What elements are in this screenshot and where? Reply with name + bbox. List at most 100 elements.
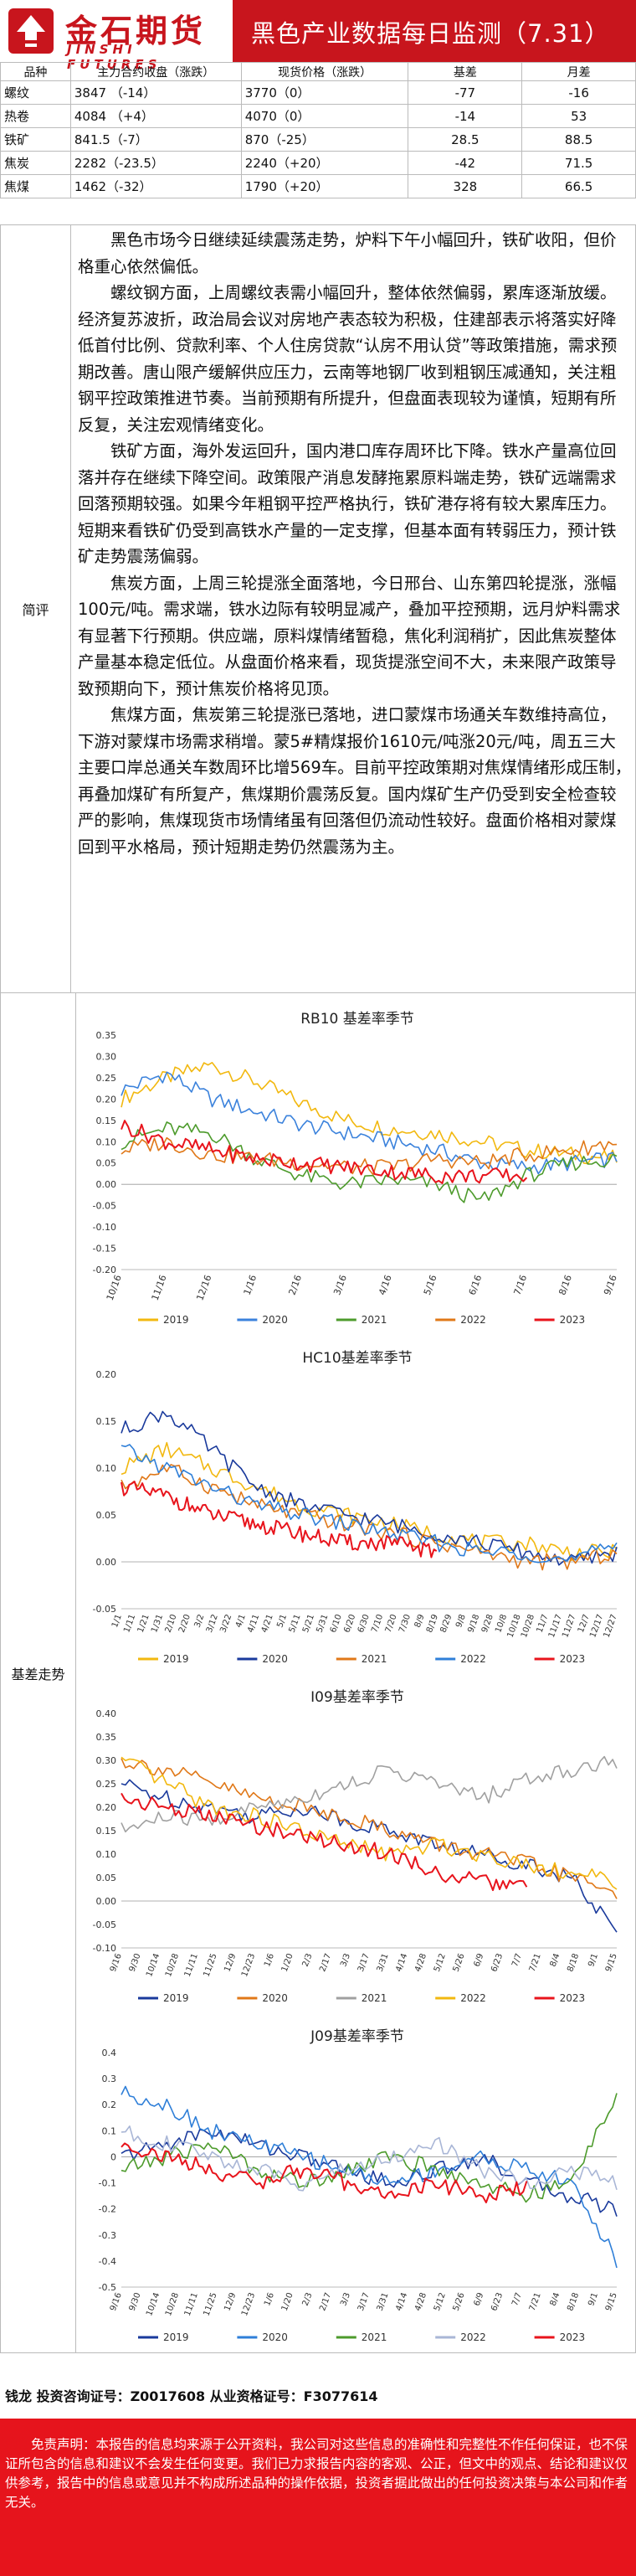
- x-tick-label: 3/3: [339, 2291, 352, 2307]
- basis-label: 基差走势: [1, 993, 76, 2353]
- x-tick-label: 7/7: [510, 1952, 524, 1968]
- y-tick-label: 0.30: [96, 1755, 117, 1766]
- product-name: 焦煤: [0, 174, 71, 198]
- legend-label: 2019: [163, 1653, 189, 1665]
- y-tick-label: -0.10: [93, 1943, 116, 1954]
- report-title: 黑色产业数据每日监测（7.31）: [251, 19, 610, 48]
- table-row: 焦炭 2282（-23.5） 2240（+20） -42 71.5: [0, 151, 636, 175]
- review-paragraph: 焦炭方面，上周三轮提涨全面落地，今日邢台、山东第四轮提涨，涨幅100元/吨。需求…: [78, 573, 621, 698]
- spread-value: 71.5: [521, 151, 636, 175]
- basis-value: -77: [408, 80, 523, 105]
- x-tick-label: 5/1: [275, 1613, 289, 1629]
- chart-title: J09基差率季节: [310, 2028, 404, 2045]
- x-tick-label: 4/1: [234, 1613, 248, 1629]
- chart-rb10: RB10 基差率季节 0.35 0.30 0.25 0.20 0.15 0.10 0.05 0.…: [81, 1002, 633, 1332]
- series-line-2021: [121, 1464, 618, 1571]
- series-line-2023: [121, 2142, 528, 2203]
- x-tick-label: 7/7: [510, 2291, 524, 2307]
- series-line-2022: [121, 1756, 618, 1890]
- y-tick-label: 0.15: [96, 1826, 117, 1837]
- y-tick-label: 0.15: [96, 1416, 117, 1427]
- y-tick-label: 0.10: [96, 1849, 117, 1860]
- y-tick-label: -0.5: [99, 2282, 116, 2293]
- y-tick-label: 0.25: [96, 1779, 117, 1790]
- y-tick-label: 0.40: [96, 1708, 117, 1719]
- analyst-info: 钱龙 投资咨询证号：Z0017608 从业资格证号：F3077614: [5, 2388, 378, 2404]
- review-label: 简评: [1, 225, 71, 992]
- series-line-2023: [121, 1792, 528, 1892]
- futures-close: 841.5（-7）: [69, 127, 242, 152]
- y-tick-label: 0.00: [96, 1179, 117, 1190]
- x-tick-label: 1/1: [110, 1613, 124, 1629]
- x-tick-label: 8/4: [549, 1952, 562, 1968]
- spot-price: 3770（0）: [240, 80, 409, 105]
- review-paragraph: 焦煤方面，焦炭第三轮提涨已落地，进口蒙煤市场通关车数维持高位，下游对蒙煤市场需求…: [78, 705, 632, 857]
- y-tick-label: 0: [110, 2151, 116, 2162]
- price-table: 品种 主力合约收盘（涨跌） 现货价格（涨跌） 基差 月差 螺纹 3847 （-1…: [0, 62, 636, 198]
- y-tick-label: -0.3: [99, 2230, 116, 2241]
- x-tick-label: 1/6: [263, 2291, 276, 2307]
- basis-value: -42: [408, 151, 523, 175]
- chart-i09: I09基差率季节 0.40 0.35 0.30 0.25 0.20 0.15 0.10 0.05…: [81, 1680, 633, 2011]
- series-line-2019: [121, 1441, 618, 1562]
- series-line-2019: [121, 1062, 618, 1165]
- legend-label: 2023: [560, 1653, 586, 1665]
- legend-label: 2022: [460, 2331, 486, 2343]
- y-tick-label: -0.05: [93, 1201, 116, 1212]
- spread-value: 88.5: [521, 127, 636, 152]
- y-tick-label: -0.4: [99, 2256, 116, 2267]
- review-paragraph: 铁矿方面，海外发运回升，国内港口库存周环比下降。铁水产量高位回落并存在继续下降空…: [78, 441, 617, 566]
- y-tick-label: -0.05: [93, 1604, 116, 1615]
- table-row: 热卷 4084 （+4） 4070（0） -14 53: [0, 104, 636, 128]
- futures-close: 1462（-32）: [69, 174, 242, 198]
- table-header-row: 品种 主力合约收盘（涨跌） 现货价格（涨跌） 基差 月差: [0, 62, 636, 81]
- column-header: 基差: [408, 62, 523, 81]
- column-header: 品种: [0, 62, 71, 81]
- series-line-2022: [121, 2125, 618, 2192]
- basis-value: 28.5: [408, 127, 523, 152]
- y-tick-label: 0.05: [96, 1510, 117, 1521]
- chart-i09-svg: I09基差率季节 0.40 0.35 0.30 0.25 0.20 0.15 0.10 0.05…: [81, 1680, 633, 2011]
- disclaimer: 免责声明：本报告的信息均来源于公开资料，我公司对这些信息的准确性和完整性不作任何…: [0, 2419, 636, 2576]
- basis-value: 328: [408, 174, 523, 198]
- table-row: 螺纹 3847 （-14） 3770（0） -77 -16: [0, 80, 636, 105]
- series-line-2021: [121, 1121, 618, 1203]
- product-name: 螺纹: [0, 80, 71, 105]
- y-tick-label: 0.35: [96, 1732, 117, 1743]
- x-tick-label: 1/6: [263, 1952, 276, 1968]
- y-tick-label: -0.10: [93, 1222, 116, 1233]
- series-line-2022: [121, 1444, 618, 1564]
- spot-price: 2240（+20）: [240, 151, 409, 175]
- futures-close: 4084 （+4）: [69, 104, 242, 128]
- futures-close: 2282（-23.5）: [69, 151, 242, 175]
- x-tick-label: 2/3: [301, 2291, 315, 2307]
- y-tick-label: 0.30: [96, 1051, 117, 1062]
- x-tick-label: 8/4: [549, 2291, 562, 2307]
- y-tick-label: 0.00: [96, 1557, 117, 1568]
- x-tick-label: 6/9: [473, 1952, 486, 1968]
- x-tick-label: 8/9: [413, 1613, 427, 1629]
- series-line-2021: [121, 2093, 618, 2203]
- spread-value: 66.5: [521, 174, 636, 198]
- y-tick-label: 0.4: [102, 2048, 117, 2058]
- legend-label: 2020: [262, 1314, 288, 1326]
- spread-value: 53: [521, 104, 636, 128]
- x-tick-label: 3/3: [339, 1952, 352, 1968]
- chart-hc10-svg: HC10基差率季节0.200.150.100.050.00-0.051/11/1…: [81, 1341, 633, 1672]
- company-logo-icon: [8, 8, 54, 54]
- chart-j09: J09基差率季节 0.4 0.3 0.2 0.1 0 -0.1 -0.2 -0.3 -0.4 -0.…: [81, 2019, 633, 2350]
- y-tick-label: 0.35: [96, 1030, 117, 1041]
- y-tick-label: 0.1: [102, 2125, 117, 2136]
- table-row: 铁矿 841.5（-7） 870（-25） 28.5 88.5: [0, 127, 636, 152]
- spread-value: -16: [521, 80, 636, 105]
- chart-j09-svg: J09基差率季节 0.4 0.3 0.2 0.1 0 -0.1 -0.2 -0.3 -0.4 -0.…: [81, 2019, 633, 2350]
- y-tick-label: 0.20: [96, 1369, 117, 1380]
- y-tick-label: 0.20: [96, 1094, 117, 1105]
- disclaimer-text: 免责声明：本报告的信息均来源于公开资料，我公司对这些信息的准确性和完整性不作任何…: [5, 2437, 628, 2510]
- basis-value: -14: [408, 104, 523, 128]
- y-tick-label: 0.2: [102, 2099, 117, 2110]
- legend-label: 2020: [262, 1653, 288, 1665]
- x-tick-label: 6/9: [473, 2291, 486, 2307]
- y-tick-label: 0.15: [96, 1115, 117, 1126]
